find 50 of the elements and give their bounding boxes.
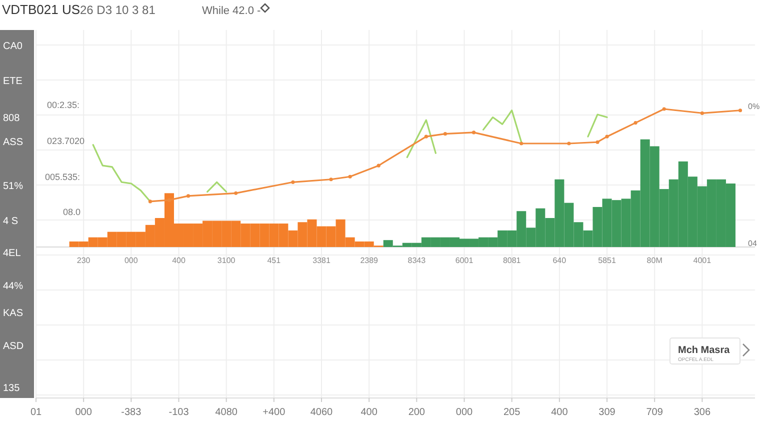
x-tick-label: 4060 [310,407,334,418]
x-tick-label: 309 [598,407,616,418]
x-tick-label: -383 [121,407,142,418]
text: 451 [267,256,282,265]
text: 5851 [598,256,616,265]
x-tick-label: -103 [168,407,190,418]
text: 8343 [408,256,426,265]
x-tick-label: +400 [262,407,286,418]
text: 4 S [3,216,18,227]
x-tick-label: 205 [503,407,521,418]
text: ETE [3,76,23,87]
annotation: 005.535: [45,172,80,182]
x-tick-label: 306 [694,407,711,418]
chart-subtitle: 26 D3 10 3 81 [80,3,156,17]
text: While 42.0 - [202,5,262,17]
text: 000 [124,256,138,265]
annotation: 023.7020 [47,136,85,146]
text: 44% [3,281,24,292]
x-tick-label: 200 [408,407,426,418]
annotation: 04 [748,239,758,248]
text: 80M [646,256,663,265]
x-tick-label: 709 [646,407,664,418]
text: 2389 [360,256,379,265]
text: CA0 [3,41,23,52]
x-tick-label: 400 [551,407,568,418]
x-tick-label: 000 [456,407,474,418]
x-tick-label: 4080 [215,407,238,418]
text: ASD [3,341,24,352]
text: 808 [3,113,20,124]
text: ASS [3,137,24,148]
text: 51% [3,181,24,192]
text: 4EL [3,248,22,259]
x-tick-label: 000 [75,407,92,418]
text: 4001 [693,256,712,265]
text: 3381 [312,256,331,265]
annotation: 0% [748,102,760,111]
text: 8081 [502,256,522,265]
x-tick-label: 01 [30,407,42,418]
text: 135 [3,383,20,394]
annotation: 00:2.35: [47,100,80,110]
text: Mch Masra [678,345,730,356]
text: 6001 [455,256,474,265]
text: KAS [3,308,24,319]
x-tick-label: 400 [360,407,378,418]
text: 3100 [217,256,236,265]
text: 640 [552,256,567,265]
text: 230 [76,256,91,265]
chart-title: VDTB021 US [2,2,80,17]
text: 400 [172,256,186,265]
annotation: 08.0 [63,207,81,217]
